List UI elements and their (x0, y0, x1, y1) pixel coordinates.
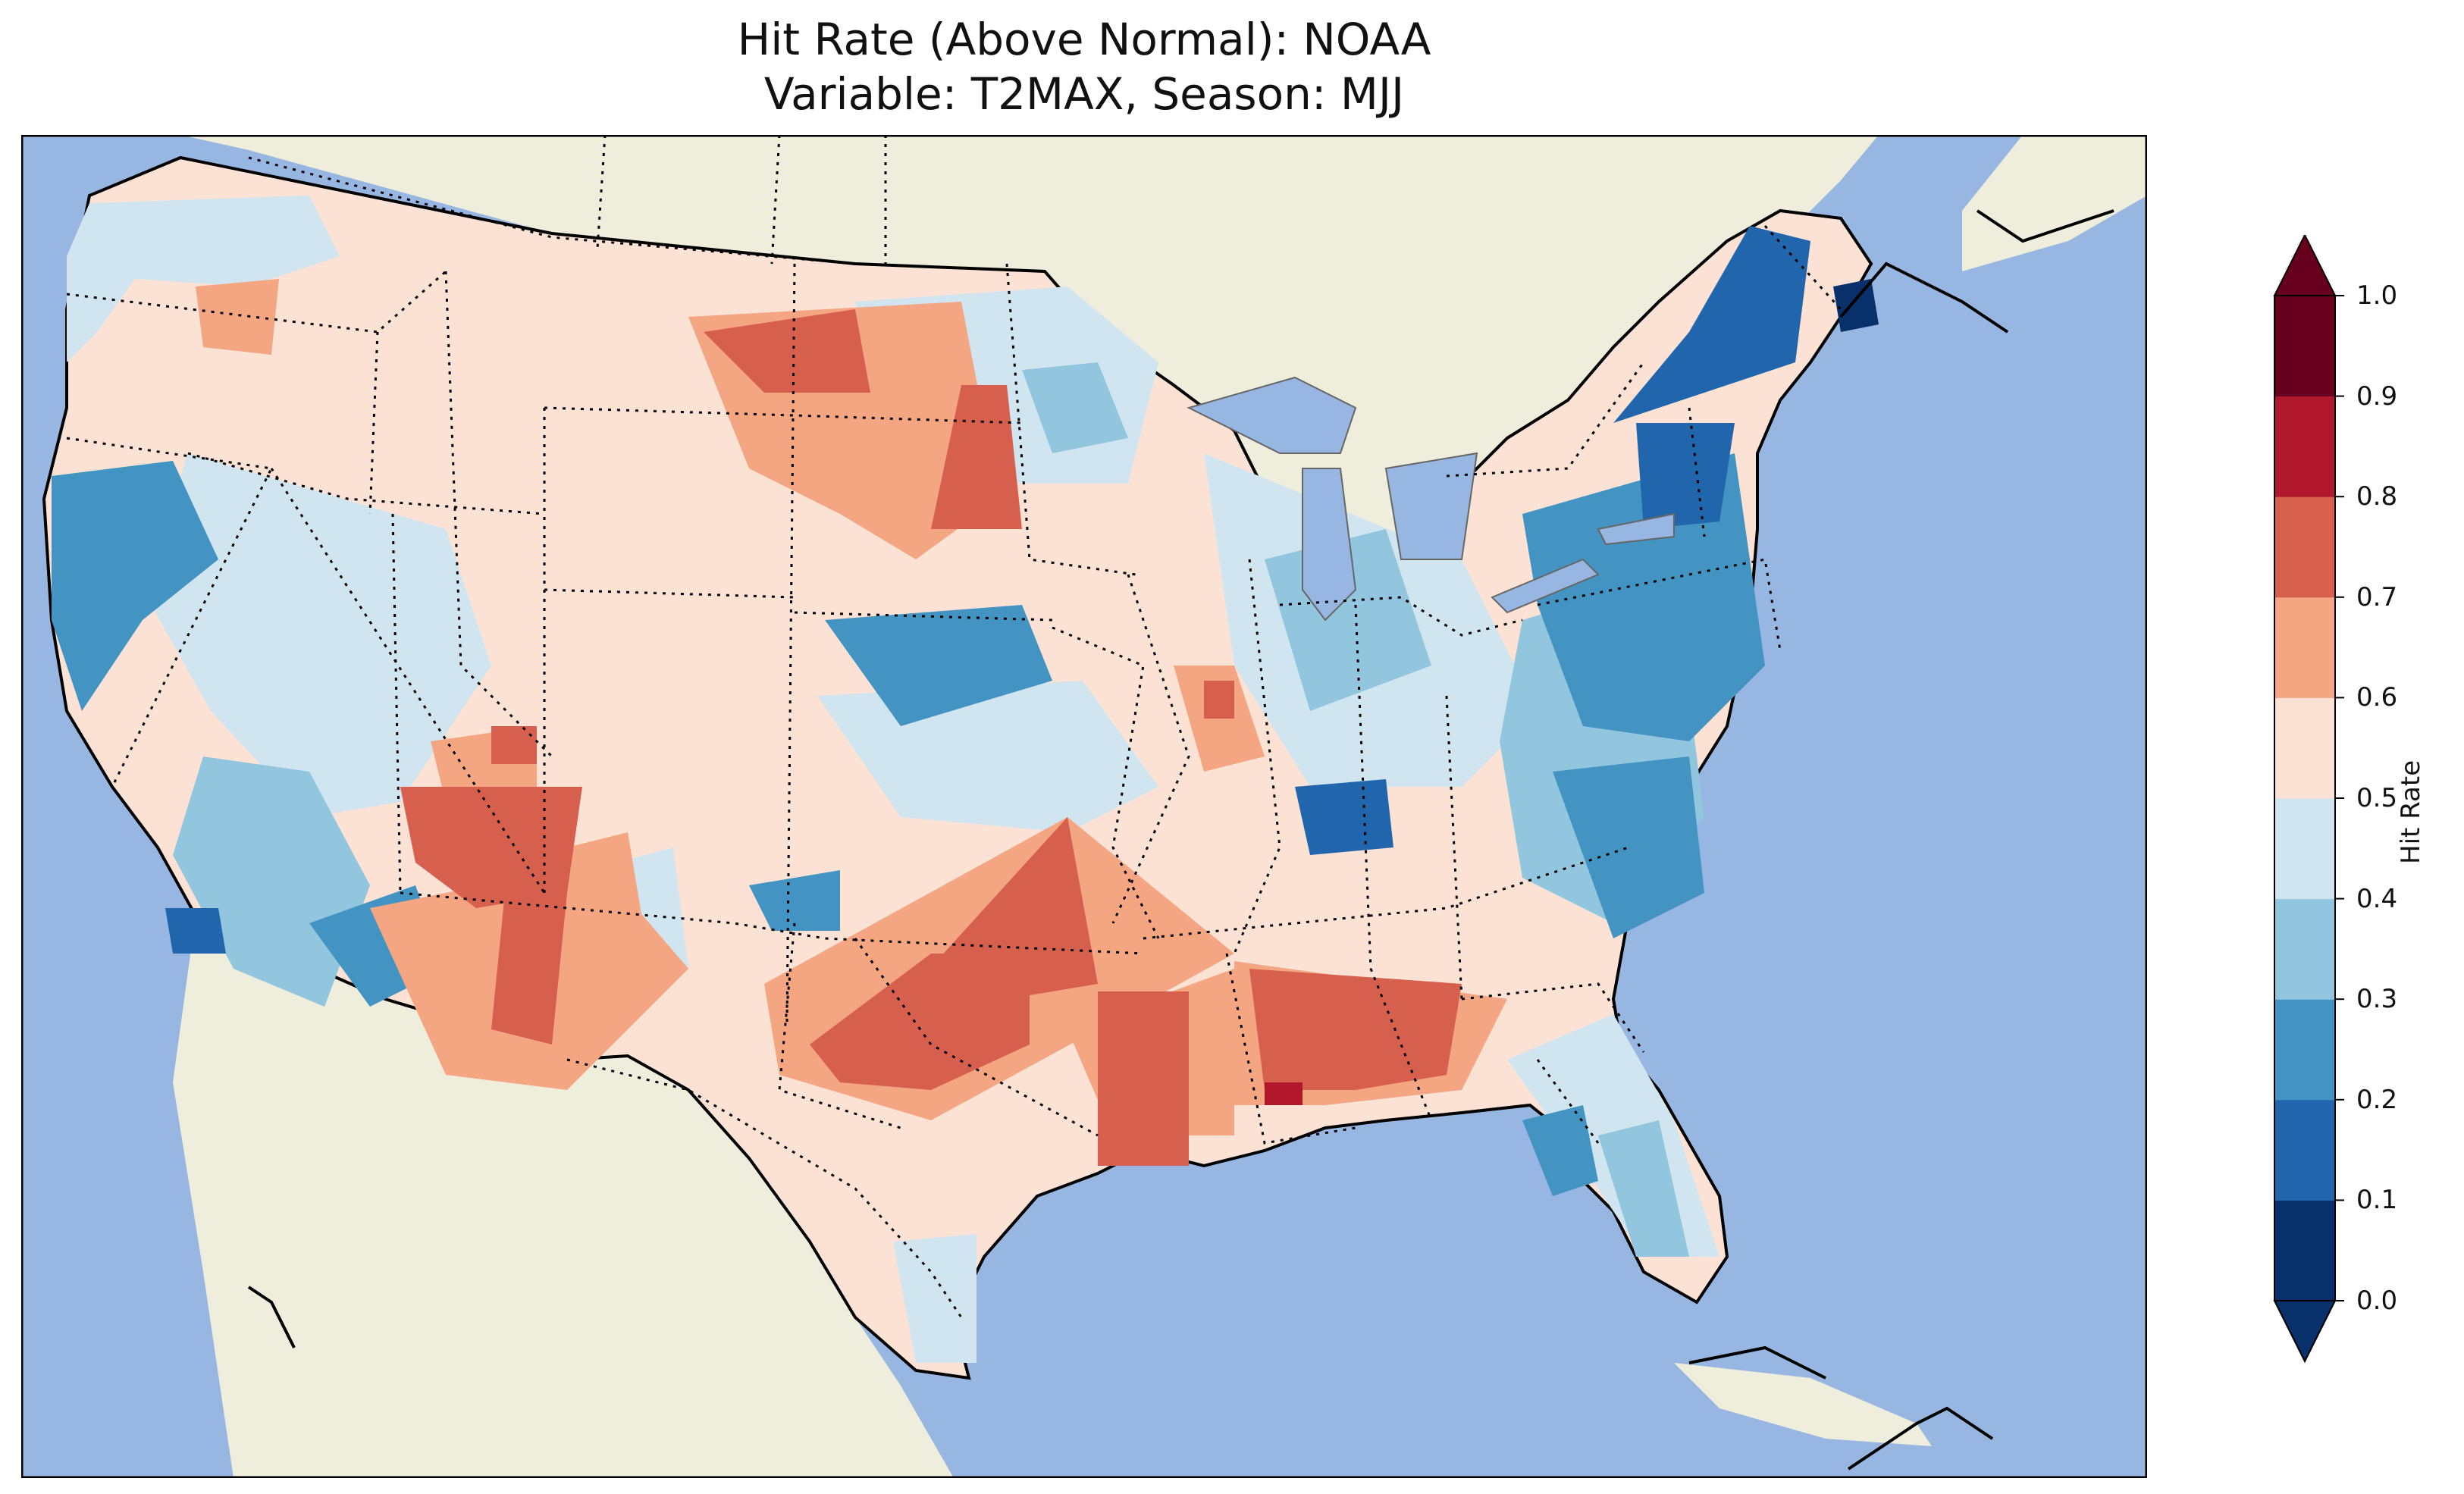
colorbar-tick-label: 0.7 (2356, 581, 2398, 612)
colorbar-bin-4 (2274, 798, 2335, 900)
colorbar-label: Hit Rate (2396, 760, 2426, 864)
colorbar-tick-label: 0.0 (2356, 1286, 2398, 1316)
colorbar-tick-label: 1.0 (2356, 280, 2398, 311)
colorbar-under-arrow (2273, 1300, 2337, 1364)
baja-land (196, 946, 423, 1408)
colorbar-bin-0 (2274, 1200, 2335, 1301)
colorbar-tick-label: 0.3 (2356, 984, 2398, 1015)
colorbar-tick-label: 0.6 (2356, 682, 2398, 713)
hit-rate-field (42, 155, 1879, 1380)
coastlines (247, 209, 2114, 1471)
colorbar-bin-2 (2274, 999, 2335, 1101)
colorbar-bin-6 (2274, 597, 2335, 698)
state-borders (66, 135, 1842, 1318)
cuba-land (1674, 1363, 1932, 1446)
colorbar-bin-1 (2274, 1099, 2335, 1201)
map-panel (21, 135, 2147, 1478)
colorbar-over-arrow (2273, 235, 2337, 296)
colorbar-tick-label: 0.8 (2356, 481, 2398, 512)
colorbar-tick-label: 0.1 (2356, 1185, 2398, 1216)
colorbar-bin-8 (2274, 396, 2335, 497)
colorbar-tick-label: 0.9 (2356, 381, 2398, 412)
map-title: Hit Rate (Above Normal): NOAA (737, 14, 1431, 65)
maritimes-land (1962, 135, 2147, 271)
colorbar-tick-label: 0.4 (2356, 883, 2398, 914)
colorbar (2273, 235, 2344, 1364)
colorbar-bin-3 (2274, 898, 2335, 1000)
colorbar-bin-7 (2274, 496, 2335, 598)
map-frame (21, 135, 2147, 1478)
colorbar-bin-5 (2274, 697, 2335, 799)
map-subtitle: Variable: T2MAX, Season: MJJ (763, 68, 1405, 120)
colorbar-bin-9 (2274, 296, 2335, 397)
colorbar-tick-label: 0.5 (2356, 783, 2398, 813)
colorbar-tick-label: 0.2 (2356, 1084, 2398, 1115)
